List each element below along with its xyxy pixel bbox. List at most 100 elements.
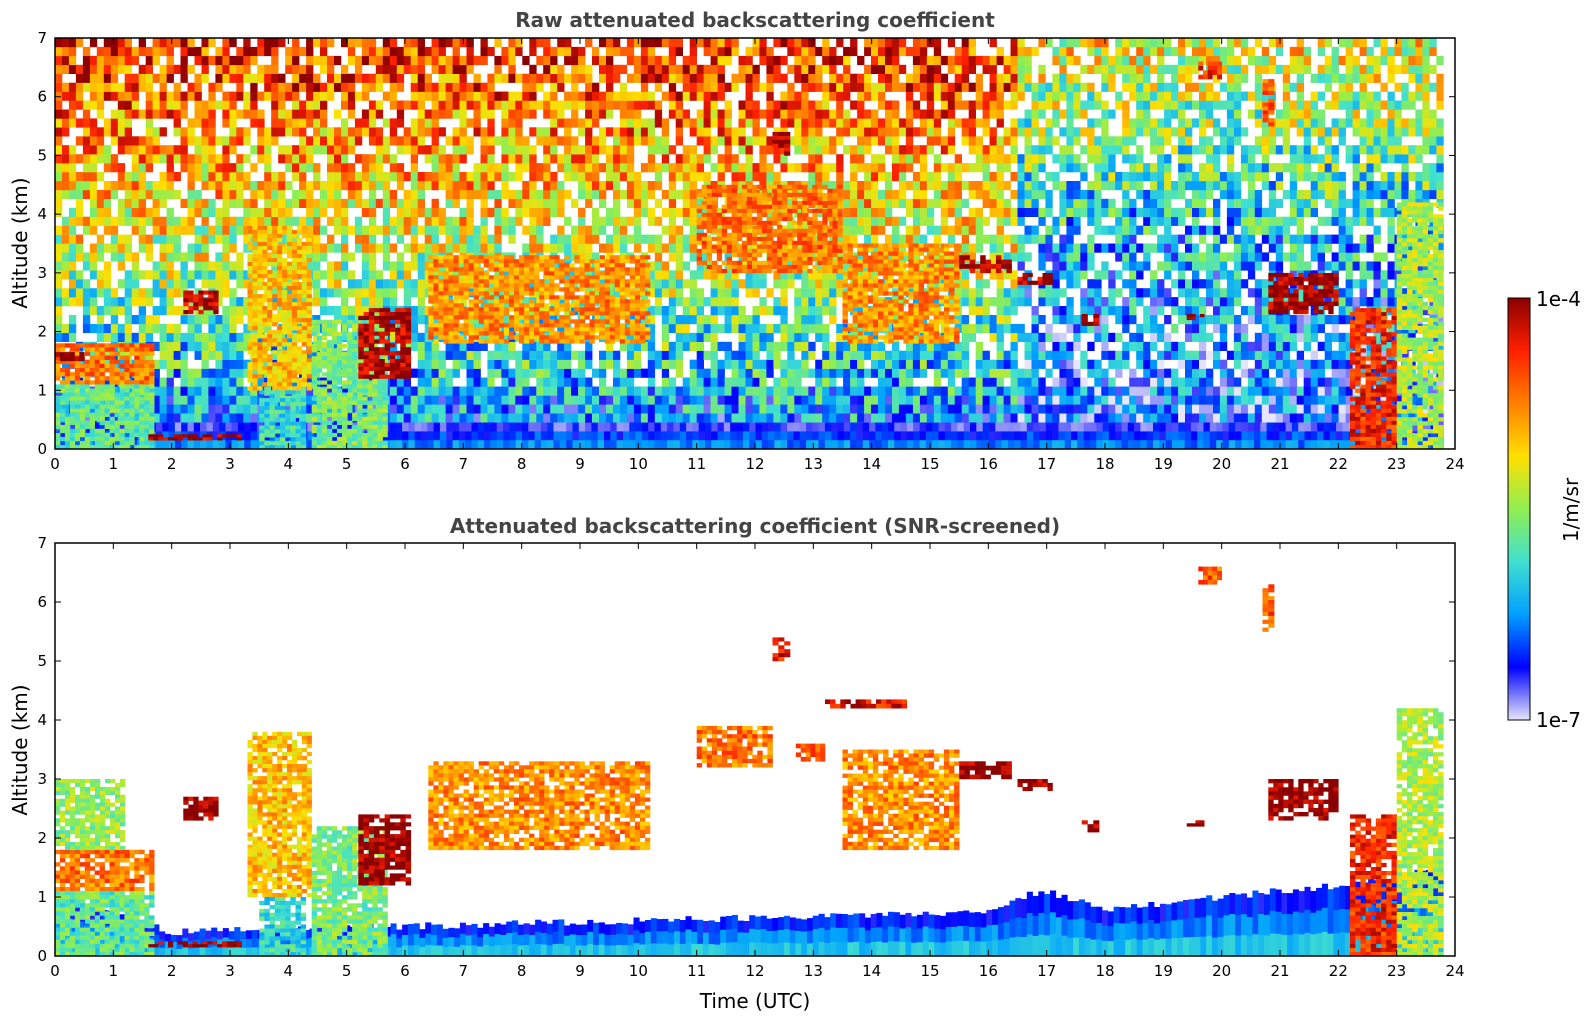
noise-cell	[264, 82, 272, 92]
noise-cell	[229, 243, 237, 253]
noise-cell	[633, 386, 642, 396]
noise-cell	[968, 118, 976, 128]
noise-cell	[961, 359, 969, 369]
noise-cell	[396, 82, 405, 92]
noise-cell	[940, 359, 949, 369]
noise-cell	[229, 341, 237, 351]
noise-cell	[515, 216, 523, 226]
noise-cell	[871, 181, 879, 191]
noise-cell	[264, 64, 272, 74]
noise-cell	[661, 136, 670, 146]
noise-cell	[368, 55, 377, 66]
noise-cell	[989, 181, 997, 191]
noise-cell	[843, 261, 851, 271]
noise-cell	[159, 270, 167, 280]
noise-cell	[996, 341, 1004, 351]
noise-cell	[836, 288, 844, 298]
noise-cell	[885, 386, 893, 396]
noise-cell	[354, 189, 363, 200]
noise-cell	[613, 243, 621, 253]
noise-cell	[606, 181, 614, 191]
noise-cell	[313, 100, 321, 110]
noise-cell	[271, 136, 279, 146]
noise-cell	[696, 64, 704, 74]
noise-cell	[473, 377, 481, 387]
noise-cell	[389, 172, 398, 182]
noise-cell	[975, 207, 983, 217]
noise-cell	[187, 181, 195, 191]
noise-cell	[892, 145, 900, 155]
noise-cell	[703, 386, 711, 396]
noise-cell	[55, 46, 63, 57]
noise-cell	[173, 386, 181, 396]
noise-cell	[759, 172, 767, 182]
noise-cell	[996, 306, 1004, 316]
noise-cell	[571, 243, 579, 253]
noise-cell	[375, 136, 384, 146]
noise-cell	[696, 377, 704, 387]
noise-cell	[361, 270, 370, 280]
noise-cell	[417, 413, 425, 423]
noise-cell	[843, 109, 851, 119]
noise-cell	[403, 386, 411, 396]
noise-cell	[787, 279, 795, 289]
noise-cell	[354, 225, 363, 235]
noise-cell	[166, 46, 174, 57]
noise-cell	[815, 145, 823, 155]
noise-cell	[864, 350, 872, 360]
noise-cell	[564, 55, 572, 66]
noise-cell	[459, 73, 467, 83]
noise-cell	[982, 395, 990, 405]
noise-cell	[738, 172, 746, 182]
noise-cell	[633, 359, 642, 369]
noise-cell	[724, 404, 732, 414]
noise-cell	[166, 234, 174, 244]
noise-cell	[529, 127, 537, 137]
noise-cell	[731, 73, 739, 83]
noise-cell	[487, 189, 495, 200]
noise-cell	[403, 145, 411, 155]
noise-cell	[871, 234, 879, 244]
noise-cell	[954, 404, 962, 414]
noise-cell	[299, 136, 307, 146]
noise-cell	[236, 315, 244, 325]
noise-cell	[382, 181, 391, 191]
noise-cell	[654, 100, 663, 110]
noise-cell	[243, 386, 251, 396]
noise-cell	[229, 323, 237, 334]
noise-cell	[152, 181, 160, 191]
noise-cell	[682, 55, 690, 66]
noise-cell	[82, 127, 91, 137]
noise-cell	[668, 306, 677, 316]
noise-cell	[578, 189, 586, 200]
noise-cell	[975, 82, 983, 92]
noise-cell	[550, 172, 558, 182]
noise-cell	[243, 225, 251, 235]
noise-cell	[822, 297, 830, 307]
noise-cell	[613, 127, 621, 137]
noise-cell	[1010, 154, 1018, 164]
noise-cell	[613, 359, 621, 369]
noise-cell	[75, 288, 84, 298]
noise-cell	[647, 55, 656, 66]
noise-cell	[131, 55, 139, 66]
noise-cell	[173, 127, 181, 137]
noise-cell	[585, 386, 593, 396]
noise-cell	[766, 368, 774, 378]
noise-cell	[180, 198, 188, 208]
noise-cell	[759, 341, 767, 351]
noise-cell	[431, 136, 439, 146]
noise-cell	[731, 386, 739, 396]
noise-cell	[864, 216, 872, 226]
noise-cell	[466, 359, 474, 369]
noise-cell	[947, 404, 956, 414]
noise-cell	[689, 234, 697, 244]
noise-cell	[396, 216, 405, 226]
noise-cell	[989, 252, 997, 262]
noise-cell	[473, 368, 481, 378]
noise-cell	[843, 252, 851, 262]
noise-cell	[82, 118, 91, 128]
noise-cell	[389, 395, 398, 405]
noise-cell	[682, 279, 690, 289]
noise-cell	[292, 82, 300, 92]
